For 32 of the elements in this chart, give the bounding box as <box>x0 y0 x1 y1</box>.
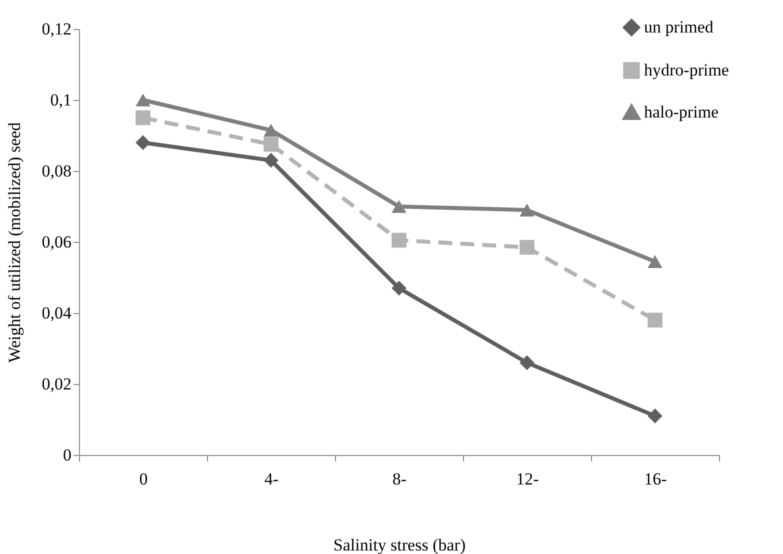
point <box>136 110 150 126</box>
point <box>392 280 406 296</box>
point <box>648 408 662 424</box>
point <box>392 232 406 248</box>
y-tick-label: 0,06 <box>42 232 72 252</box>
point <box>136 135 150 150</box>
x-tick-label: 8- <box>392 470 407 488</box>
point <box>520 204 534 216</box>
x-axis-title: Salinity stress (bar) <box>333 536 466 554</box>
point <box>264 152 278 168</box>
legend-label: hydro-prime <box>644 60 729 80</box>
point <box>648 255 662 268</box>
x-tick-label: 12- <box>516 470 540 488</box>
y-tick-label: 0,12 <box>42 20 72 38</box>
y-tick-label: 0,1 <box>50 90 72 110</box>
point <box>392 200 406 213</box>
point <box>264 124 278 137</box>
legend-label: halo-prime <box>644 102 719 122</box>
point <box>520 355 534 370</box>
point <box>136 94 150 106</box>
x-tick-label: 16- <box>644 470 668 488</box>
y-tick-label: 0 <box>63 446 72 464</box>
y-tick-label: 0,08 <box>42 162 72 180</box>
legend-label: un primed <box>644 18 714 36</box>
point <box>520 240 534 255</box>
y-axis-title: Weight of utilized (mobilized) seed <box>4 122 24 363</box>
y-tick-label: 0,02 <box>42 374 72 394</box>
point <box>264 136 278 152</box>
x-tick-label: 0 <box>139 470 148 488</box>
x-tick-label: 4- <box>264 470 279 488</box>
y-tick-label: 0,04 <box>42 304 72 322</box>
point <box>648 312 662 328</box>
